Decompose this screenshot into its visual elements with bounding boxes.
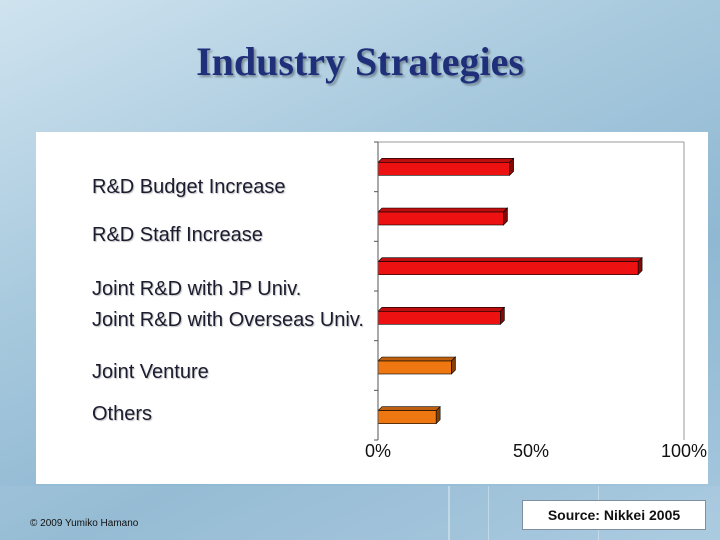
slide-title: Industry Strategies: [196, 39, 524, 84]
x-tick-label-2: 100%: [661, 441, 707, 461]
x-tick-label-1: 50%: [513, 441, 549, 461]
bar-top-3: [377, 307, 506, 312]
copyright-text: © 2009 Yumiko Hamano: [30, 518, 139, 529]
bar-3: [377, 311, 501, 325]
bar-top-5: [377, 406, 441, 411]
category-label-5: Others: [92, 403, 153, 425]
bar-top-2: [377, 257, 643, 262]
bar-0: [377, 162, 510, 176]
bar-1: [377, 211, 504, 226]
bar-chart: 0% 50% 100%: [365, 141, 707, 461]
bar-top-4: [377, 356, 457, 362]
source-box: Source: Nikkei 2005: [522, 500, 706, 530]
bar-2: [377, 261, 639, 275]
bar-4: [377, 360, 452, 375]
category-label-1: R&D Staff Increase: [92, 224, 263, 246]
category-label-0: R&D Budget Increase: [92, 176, 286, 198]
chart-panel: R&D Budget Increase R&D Staff Increase J…: [36, 132, 708, 484]
category-label-4: Joint Venture: [92, 361, 209, 383]
source-text: Source: Nikkei 2005: [547, 507, 681, 523]
bar-top-1: [377, 207, 509, 213]
category-label-2: Joint R&D with JP Univ.: [92, 278, 302, 300]
bar-top-0: [377, 158, 515, 163]
bar-5: [377, 410, 437, 424]
category-label-3: Joint R&D with Overseas Univ.: [92, 309, 364, 331]
x-tick-label-0: 0%: [365, 441, 391, 461]
